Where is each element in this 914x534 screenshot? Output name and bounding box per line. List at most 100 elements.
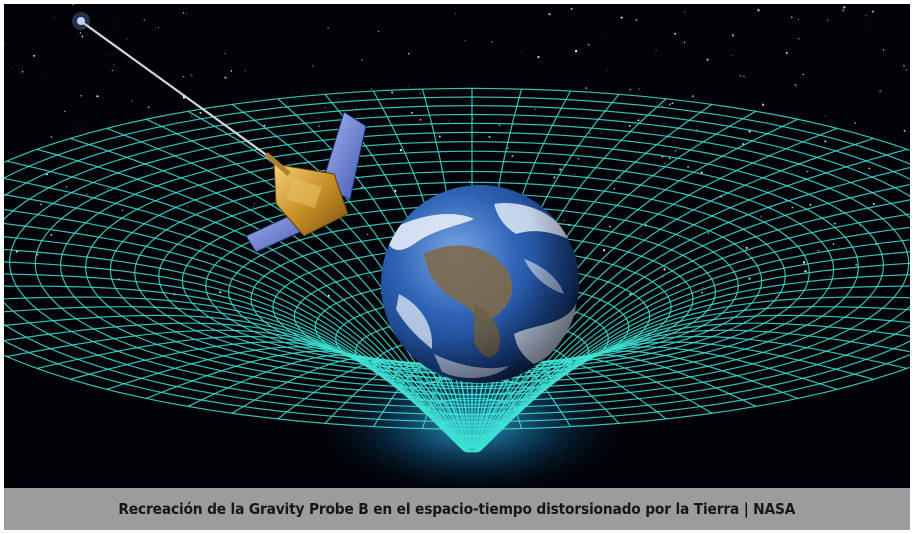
- star: [318, 125, 321, 127]
- star: [587, 43, 590, 46]
- star: [327, 27, 329, 29]
- star: [230, 70, 233, 72]
- grid-spoke: [477, 341, 874, 453]
- star: [637, 119, 640, 122]
- star: [601, 132, 602, 134]
- image-caption: Recreación de la Gravity Probe B en el e…: [118, 500, 796, 518]
- grid-spoke: [70, 341, 467, 453]
- star: [244, 70, 246, 72]
- star: [111, 69, 113, 72]
- grid-spoke: [479, 251, 910, 451]
- star: [327, 294, 330, 297]
- star: [842, 9, 845, 12]
- star: [559, 168, 562, 171]
- star: [438, 135, 441, 138]
- grid-spoke: [474, 359, 667, 453]
- star: [616, 63, 618, 65]
- star: [577, 158, 580, 160]
- grid-spoke: [478, 329, 910, 452]
- star: [658, 167, 660, 169]
- star: [775, 165, 777, 166]
- star: [663, 268, 666, 271]
- star: [190, 74, 193, 77]
- star: [117, 19, 118, 20]
- grid-spoke: [477, 148, 908, 449]
- grid-spoke: [70, 137, 467, 449]
- star: [356, 107, 358, 109]
- grid-spoke: [4, 177, 466, 450]
- star: [80, 94, 82, 97]
- star: [701, 291, 704, 294]
- star: [620, 16, 623, 19]
- star: [63, 193, 66, 196]
- star: [574, 49, 578, 53]
- star: [804, 270, 807, 273]
- star: [76, 36, 78, 37]
- star: [879, 90, 882, 93]
- star: [691, 95, 694, 97]
- star: [171, 162, 173, 164]
- grid-spoke: [6, 160, 466, 450]
- star: [748, 277, 751, 280]
- star: [903, 64, 905, 67]
- star: [464, 40, 466, 42]
- grid-spoke: [4, 236, 465, 451]
- star: [687, 165, 690, 168]
- star: [696, 129, 698, 131]
- star: [114, 30, 116, 32]
- star: [867, 25, 869, 27]
- star: [39, 203, 43, 206]
- star: [872, 202, 875, 205]
- star: [11, 68, 13, 70]
- star: [824, 115, 826, 117]
- star: [817, 250, 820, 252]
- star: [186, 13, 188, 15]
- star: [131, 100, 134, 102]
- star: [411, 111, 413, 114]
- star: [839, 245, 841, 247]
- star: [543, 192, 545, 194]
- star: [674, 32, 677, 35]
- star: [855, 263, 858, 267]
- star: [113, 64, 115, 66]
- star: [574, 173, 576, 175]
- grid-spoke: [4, 193, 466, 450]
- star: [96, 95, 99, 98]
- star: [488, 135, 491, 138]
- star: [693, 86, 694, 87]
- star: [640, 234, 642, 237]
- star: [683, 41, 686, 44]
- star: [199, 111, 202, 114]
- star: [759, 215, 762, 218]
- star: [567, 200, 569, 202]
- star: [607, 69, 609, 71]
- star: [254, 202, 256, 204]
- star: [407, 52, 410, 55]
- star: [324, 106, 326, 108]
- star: [731, 34, 735, 37]
- star: [797, 18, 799, 20]
- star: [29, 255, 31, 257]
- star: [829, 275, 831, 278]
- grid-spoke: [478, 166, 910, 450]
- star: [790, 16, 793, 19]
- star: [757, 9, 760, 12]
- star: [589, 132, 591, 135]
- star: [635, 19, 638, 22]
- star: [378, 30, 380, 32]
- star: [79, 32, 82, 34]
- star: [671, 102, 674, 105]
- star: [366, 233, 369, 236]
- star: [21, 71, 24, 73]
- star: [378, 98, 379, 99]
- grid-spoke: [4, 261, 465, 451]
- star: [739, 74, 742, 77]
- star: [182, 12, 185, 14]
- star: [367, 275, 370, 278]
- grid-spoke: [478, 199, 910, 450]
- star: [535, 108, 537, 110]
- star: [520, 51, 522, 53]
- grid-spoke: [478, 183, 910, 450]
- star: [894, 146, 896, 148]
- grid-spoke: [478, 322, 910, 452]
